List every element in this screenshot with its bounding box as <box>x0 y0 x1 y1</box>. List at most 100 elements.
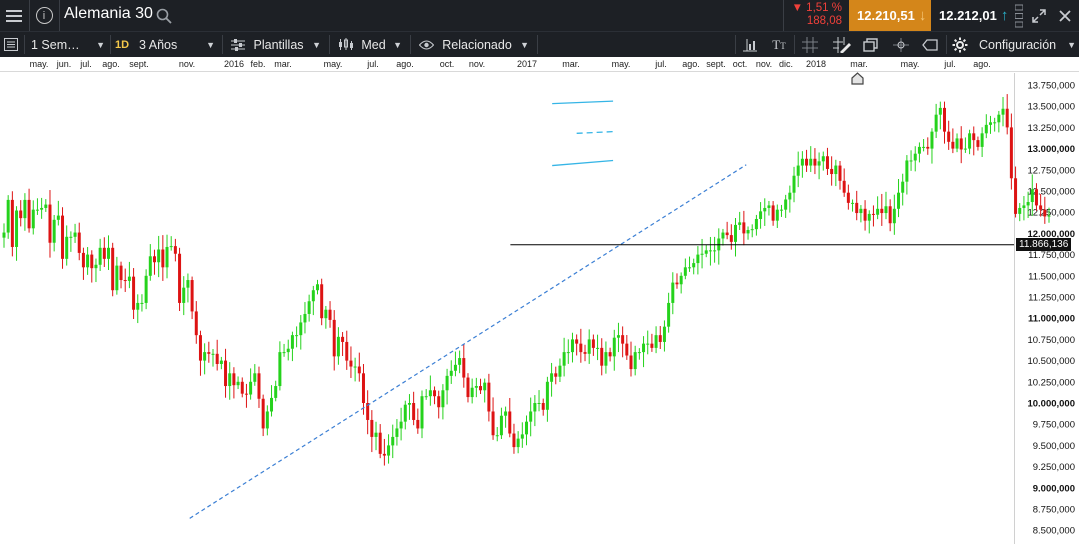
candle-body <box>265 411 269 429</box>
candle-body <box>993 122 997 124</box>
target-button[interactable] <box>888 32 914 57</box>
chart-canvas[interactable]: 13.750,000 13.500,000 13.250,000 13.000,000… <box>0 73 1079 544</box>
candle-body <box>458 358 462 365</box>
candle-body <box>968 133 972 149</box>
candle-body <box>742 222 746 234</box>
time-axis-label: ago. <box>682 59 700 69</box>
candle-body <box>746 230 750 234</box>
price-chart[interactable]: 13.750,000 13.500,000 13.250,000 13.000,000… <box>0 73 1079 544</box>
candle-body <box>763 207 767 212</box>
candle-body <box>253 373 257 382</box>
search-button[interactable] <box>152 0 176 31</box>
templates-dropdown[interactable]: Plantillas ▼ <box>231 32 321 57</box>
candle-body <box>980 133 984 147</box>
time-axis-label: jul. <box>655 59 667 69</box>
candle-body <box>332 319 336 357</box>
candle-body <box>529 411 533 422</box>
time-axis-label: ago. <box>396 59 414 69</box>
price-type-dropdown[interactable]: Med ▼ <box>338 32 402 57</box>
expand-button[interactable] <box>1027 0 1051 31</box>
candle-body <box>23 199 27 219</box>
settings-dropdown[interactable]: Configuración ▼ <box>952 32 1076 57</box>
draw-tool-button[interactable] <box>829 32 855 57</box>
candle-body <box>299 322 303 336</box>
time-axis-label: sept. <box>129 59 149 69</box>
candle-body <box>387 445 391 456</box>
crosshair-button[interactable] <box>797 32 823 57</box>
drag-handle[interactable] <box>1013 0 1025 31</box>
time-axis-label: nov. <box>755 59 773 69</box>
candle-body <box>169 246 173 248</box>
candle-body <box>1014 178 1018 214</box>
candle-body <box>800 158 804 166</box>
candle-body <box>796 165 800 176</box>
buy-price-button[interactable]: 12.212,01 ↑ <box>931 0 1013 31</box>
candle-body <box>144 275 148 303</box>
tag-icon <box>922 38 938 51</box>
time-axis-label: oct. <box>439 59 455 69</box>
candle-body <box>132 276 136 310</box>
time-axis-label: jun. <box>56 59 72 69</box>
candle-body <box>420 396 424 429</box>
instrument-info-button[interactable]: i <box>30 0 58 31</box>
candle-body <box>616 335 620 338</box>
candle-body <box>140 302 144 304</box>
candle-body <box>257 373 261 399</box>
candle-body <box>600 347 604 366</box>
candle-body <box>976 140 980 147</box>
candle-body <box>1034 189 1038 206</box>
candle-body <box>370 419 374 437</box>
close-button[interactable] <box>1053 0 1077 31</box>
candle-body <box>270 397 274 412</box>
candle-body <box>1043 209 1047 217</box>
candle-body <box>696 254 700 264</box>
candle-body <box>40 207 44 210</box>
candle-body <box>152 256 156 263</box>
change-points: 188,08 <box>806 15 842 27</box>
price-axis-label: 12.250,000 <box>1027 208 1075 219</box>
tag-button[interactable] <box>917 32 943 57</box>
candle-body <box>1047 215 1051 217</box>
panel-toggle-button[interactable] <box>4 32 20 57</box>
candle-body <box>65 236 69 259</box>
candle-body <box>662 326 666 342</box>
time-axis-label: mar. <box>274 59 292 69</box>
candle-body <box>303 313 307 323</box>
candle-body <box>412 403 416 420</box>
text-tool-icon: TT <box>772 36 786 52</box>
candle-body <box>621 335 625 344</box>
candle-body <box>345 341 349 361</box>
candle-body <box>825 156 829 169</box>
candle-body <box>48 204 52 243</box>
time-axis-label: dic. <box>778 59 794 69</box>
candle-body <box>211 353 215 355</box>
range-dropdown[interactable]: 3 Años ▼ <box>139 32 215 57</box>
candle-body <box>1030 189 1034 203</box>
period-value: 1 Sem… <box>31 37 80 52</box>
candle-body <box>654 335 658 348</box>
arrow-up-icon: ↑ <box>1000 7 1009 24</box>
candle-body <box>725 232 729 236</box>
related-dropdown[interactable]: Relacionado ▼ <box>419 32 529 57</box>
related-label: Relacionado <box>442 37 512 52</box>
candle-body <box>207 352 211 354</box>
interval-badge[interactable]: 1D <box>115 32 129 57</box>
candle-body <box>249 381 253 395</box>
candle-body <box>959 138 963 150</box>
candle-body <box>307 301 311 314</box>
candle-body <box>692 263 696 268</box>
templates-label: Plantillas <box>253 37 304 52</box>
layers-button[interactable] <box>858 32 884 57</box>
menu-button[interactable] <box>0 0 28 31</box>
candle-body <box>876 208 880 215</box>
sell-price-button[interactable]: 12.210,51 ↓ <box>849 0 931 31</box>
text-tool-button[interactable]: TT <box>766 32 792 57</box>
candle-body <box>94 264 98 269</box>
price-axis-label: 10.000,000 <box>1027 399 1075 410</box>
period-dropdown[interactable]: 1 Sem… ▼ <box>31 32 105 57</box>
scroll-end-marker-icon[interactable] <box>851 72 864 85</box>
time-axis: may. jun. jul. ago. sept. nov. 2016 feb. mar. may… <box>0 57 1079 72</box>
candle-body <box>357 366 361 374</box>
indicators-button[interactable] <box>737 32 763 57</box>
candle-body <box>1039 205 1043 210</box>
